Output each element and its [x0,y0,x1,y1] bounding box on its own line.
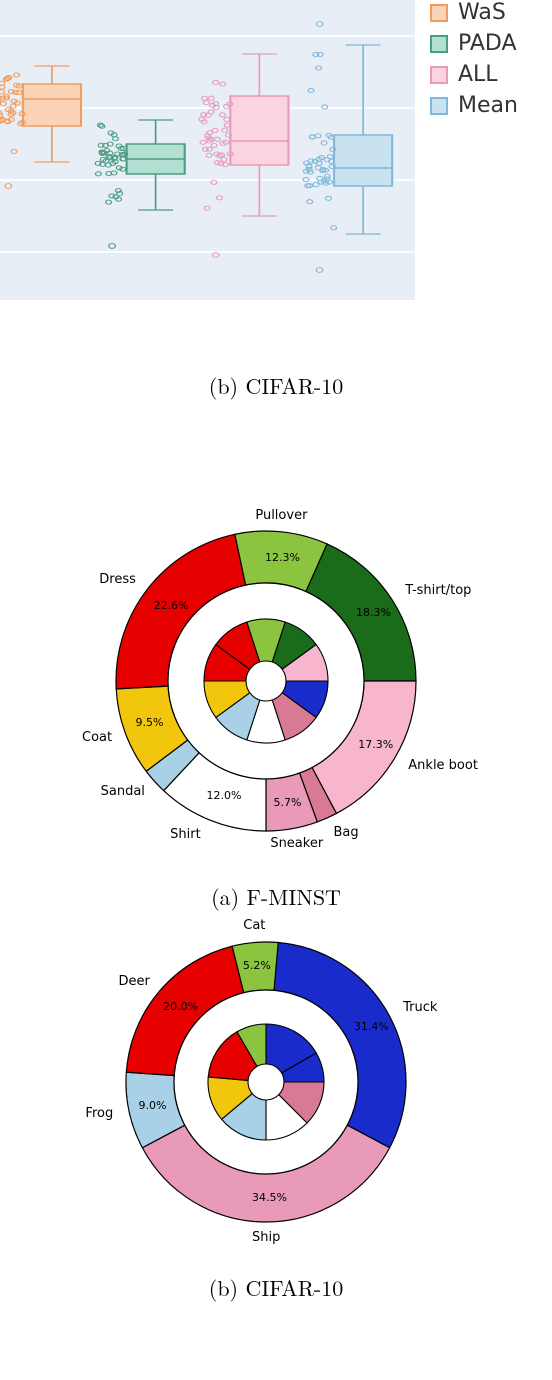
legend-item: WaS [430,0,518,25]
pie-pct-label: 9.0% [139,1099,167,1112]
pie-slice-label: Ankle boot [408,758,478,773]
pie-slice-label: Shirt [170,827,201,842]
pie-pct-label: 17.3% [358,738,393,751]
boxplot-svg [0,0,415,300]
pie-slice-label: Pullover [255,508,307,523]
pie-pct-label: 12.3% [265,551,300,564]
legend-swatch [430,66,448,84]
pie-pct-label: 12.0% [207,789,242,802]
pie-slice-label: Bag [334,825,359,840]
legend: WaS PADA ALL Mean [430,0,518,124]
pie-slice-label: Deer [118,974,149,989]
pie-slice-label: Ship [252,1230,280,1245]
legend-label: Mean [458,93,518,118]
legend-label: ALL [458,62,498,87]
pie-slice-label: Coat [82,730,112,745]
legend-swatch [430,97,448,115]
pie-pct-label: 20.0% [163,1000,198,1013]
pie-pct-label: 31.4% [354,1020,389,1033]
pie-slice-label: Sandal [101,784,145,799]
legend-label: PADA [458,31,517,56]
legend-swatch [430,35,448,53]
legend-item: ALL [430,62,518,87]
pie-pct-label: 34.5% [252,1191,287,1204]
legend-swatch [430,4,448,22]
legend-item: PADA [430,31,518,56]
pie-slice-label: Frog [85,1106,113,1121]
pie-a-caption: (a) F-MINST [0,881,552,912]
pie-slice-label: T-shirt/top [405,583,471,598]
pie-slice-label: Dress [99,572,136,587]
pie-pct-label: 9.5% [135,716,163,729]
pie-b-caption: (b) CIFAR-10 [0,1272,552,1303]
pie-slice-label: Truck [403,1000,437,1015]
boxplot-caption: (b) CIFAR-10 [0,370,552,401]
pie-pct-label: 22.6% [154,599,189,612]
pie-pct-label: 18.3% [356,606,391,619]
pie-slice-label: Cat [243,918,265,933]
boxplot-chart [0,0,415,300]
legend-item: Mean [430,93,518,118]
pie-a-wrap: 18.3% T-shirt/top 17.3% Ankle boot Bag 5.7% Sn… [66,501,486,881]
pie-slice-label: Sneaker [270,836,323,851]
legend-label: WaS [458,0,506,25]
pie-b-wrap: 31.4% Truck 34.5% Ship 9.0% Frog 20.0% Deer 5.2%… [66,912,486,1272]
pie-pct-label: 5.7% [274,796,302,809]
pie-pct-label: 5.2% [243,959,271,972]
